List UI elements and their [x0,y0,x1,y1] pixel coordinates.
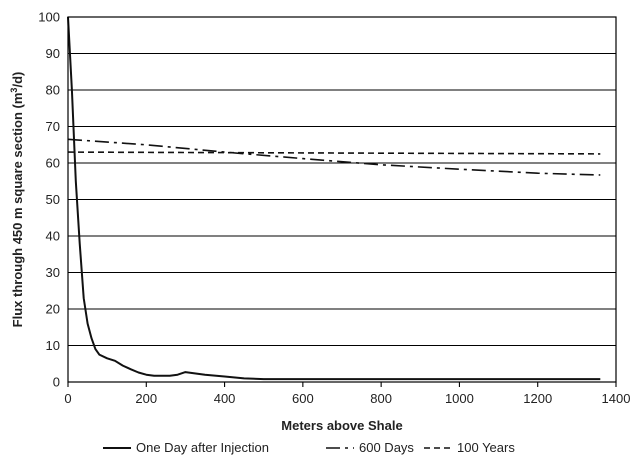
y-tick-label: 100 [38,10,60,25]
x-tick-label: 200 [135,391,157,406]
y-axis-title: Flux through 450 m square section (m3/d) [9,72,25,328]
plot-area-frame [67,16,617,383]
y-tick-label: 40 [46,229,60,244]
legend-label: 600 Days [359,440,414,455]
y-axis-title-superscript: 3 [9,88,19,93]
series-line-100-years [67,151,601,155]
y-axis-title-tail: /d) [10,72,25,88]
y-tick-label: 0 [53,375,60,390]
y-tick-label: 90 [46,46,60,61]
x-tick-label: 800 [370,391,392,406]
series-line-one-day-after-injection [67,16,601,381]
y-tick-labels: 0 10 20 30 40 50 60 70 80 90 100 [38,10,60,390]
x-tick-label: 0 [64,391,71,406]
series-line-600-days [67,138,601,176]
y-tick-label: 50 [46,192,60,207]
x-tick-label: 1400 [602,391,631,406]
series-lines [67,16,601,381]
y-tick-label: 10 [46,338,60,353]
y-tick-label: 80 [46,83,60,98]
legend: One Day after Injection 600 Days 100 Years [103,440,515,455]
gridlines [68,52,616,347]
y-tick-label: 60 [46,156,60,171]
y-tick-label: 30 [46,265,60,280]
x-tick-label: 400 [214,391,236,406]
x-tick-label: 600 [292,391,314,406]
y-tick-label: 70 [46,119,60,134]
x-tick-label: 1200 [523,391,552,406]
legend-label: 100 Years [457,440,515,455]
x-tick-labels: 0 200 400 600 800 1000 1200 1400 [64,382,630,406]
x-tick-label: 1000 [445,391,474,406]
x-axis-title: Meters above Shale [281,418,402,433]
legend-label: One Day after Injection [136,440,269,455]
y-axis-title-main: Flux through 450 m square section (m [10,93,25,328]
y-tick-label: 20 [46,302,60,317]
